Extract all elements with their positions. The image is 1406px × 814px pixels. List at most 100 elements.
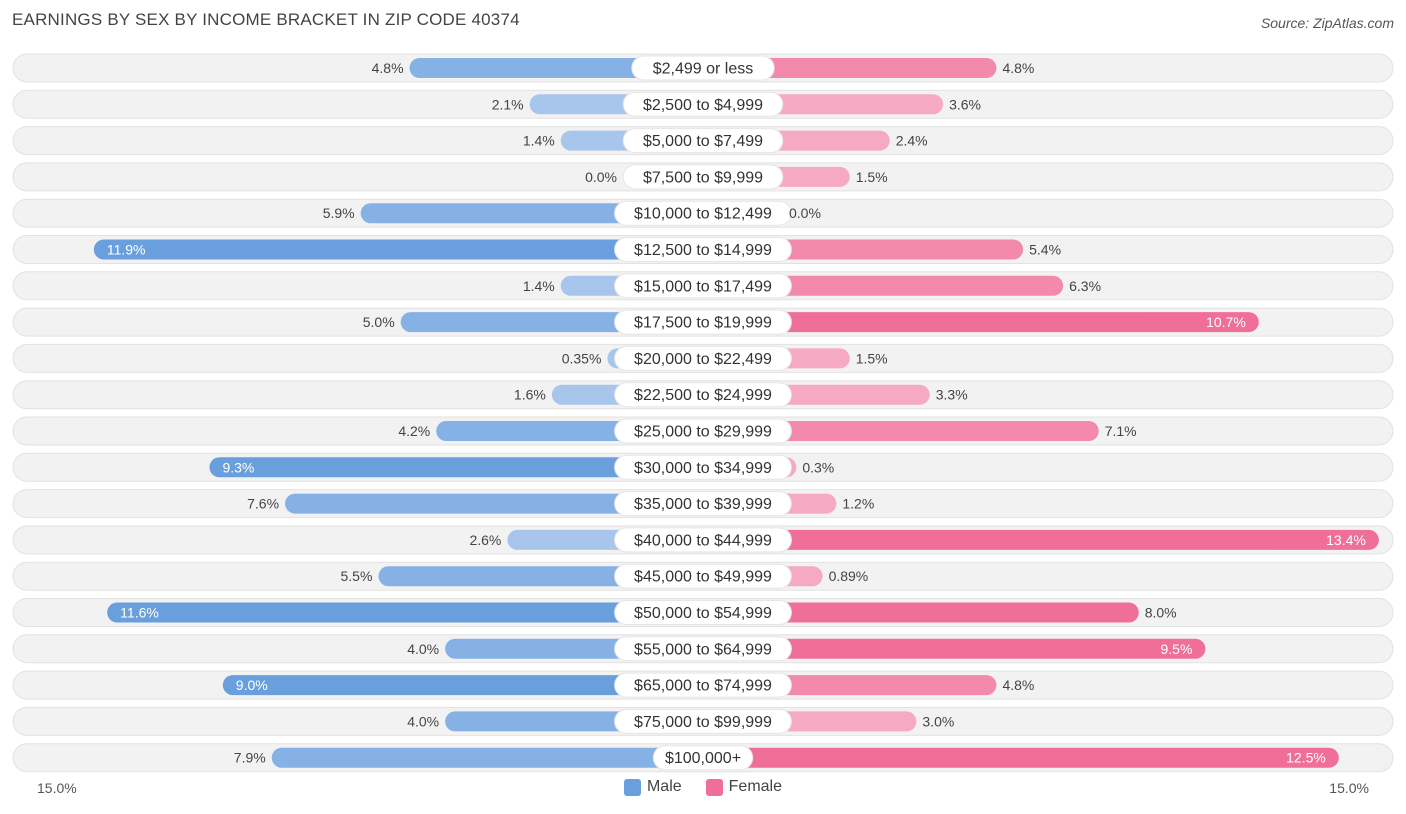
male-bar: [222, 675, 704, 696]
female-bar: [703, 275, 1064, 296]
category-label-pill: [614, 237, 792, 262]
female-value-label: 0.3%: [802, 459, 834, 475]
male-bar: [285, 493, 703, 514]
category-label-pill: [614, 600, 792, 625]
category-label: $22,500 to $24,999: [634, 387, 772, 404]
male-value-label: 4.8%: [372, 60, 404, 76]
male-bar: [93, 239, 703, 260]
female-value-label: 13.4%: [1326, 532, 1366, 548]
category-label-pill: [622, 164, 784, 190]
category-label: $10,000 to $12,499: [634, 206, 772, 223]
female-value-label: 4.8%: [1002, 677, 1034, 693]
legend-item-female[interactable]: Female: [705, 778, 783, 796]
female-value-label: 2.4%: [896, 133, 928, 149]
male-bar: [209, 457, 703, 478]
category-label-pill: [614, 636, 792, 662]
male-bar: [271, 747, 703, 768]
female-bar: [703, 602, 1139, 623]
category-label-pill: [614, 345, 792, 371]
male-value-label: 0.0%: [585, 169, 617, 185]
category-label-pill: [631, 55, 775, 81]
male-value-label: 2.6%: [469, 532, 501, 548]
female-value-label: 5.4%: [1029, 242, 1061, 258]
male-value-label: 1.4%: [523, 133, 555, 149]
category-label: $30,000 to $34,999: [634, 460, 772, 477]
category-label-pill: [652, 745, 754, 771]
female-bar: [703, 58, 997, 78]
female-value-label: 3.0%: [922, 713, 954, 729]
female-value-label: 0.0%: [789, 205, 821, 221]
male-value-label: 5.5%: [341, 568, 373, 584]
male-value-label: 5.0%: [363, 314, 395, 330]
category-label: $5,000 to $7,499: [643, 133, 763, 150]
male-value-label: 11.6%: [120, 605, 159, 621]
axis-left-label: 15.0%: [37, 780, 77, 796]
category-label: $45,000 to $49,999: [634, 569, 772, 586]
female-bar: [703, 421, 1099, 441]
female-value-label: 7.1%: [1105, 423, 1137, 439]
male-value-label: 1.4%: [523, 278, 555, 294]
female-value-label: 6.3%: [1069, 278, 1101, 294]
female-bar: [703, 312, 1259, 333]
female-value-label: 1.5%: [856, 350, 888, 366]
male-value-label: 7.6%: [247, 496, 279, 512]
female-value-label: 3.6%: [949, 96, 981, 112]
female-value-label: 9.5%: [1161, 641, 1193, 657]
category-label: $15,000 to $17,499: [634, 278, 772, 295]
male-value-label: 4.2%: [398, 423, 430, 439]
male-value-label: 7.9%: [234, 750, 266, 766]
male-bar: [107, 602, 704, 623]
category-label-pill: [614, 309, 792, 335]
female-value-label: 0.89%: [829, 568, 869, 584]
male-value-label: 0.35%: [562, 350, 602, 366]
legend-label-male: Male: [646, 778, 682, 795]
category-label: $50,000 to $54,999: [634, 605, 772, 622]
category-label-pill: [614, 563, 792, 589]
female-value-label: 12.5%: [1286, 750, 1326, 766]
male-value-label: 9.3%: [222, 459, 254, 475]
male-value-label: 2.1%: [492, 96, 524, 112]
source-credit: Source: ZipAtlas.com: [1260, 15, 1394, 31]
female-value-label: 1.2%: [842, 496, 874, 512]
category-label-pill: [614, 454, 792, 480]
legend-item-male[interactable]: Male: [623, 778, 682, 796]
axis-right-label: 15.0%: [1329, 780, 1369, 796]
male-value-label: 11.9%: [107, 242, 146, 258]
female-value-label: 8.0%: [1145, 605, 1177, 621]
category-label: $40,000 to $44,999: [634, 532, 772, 549]
female-value-label: 10.7%: [1206, 314, 1246, 330]
male-value-label: 1.6%: [514, 387, 546, 403]
legend-label-female: Female: [728, 778, 783, 795]
category-label-pill: [614, 418, 792, 444]
male-value-label: 5.9%: [323, 205, 355, 221]
category-label: $12,500 to $14,999: [634, 242, 772, 259]
female-value-label: 1.5%: [856, 169, 888, 185]
category-label-pill: [622, 128, 784, 154]
legend-swatch-male: [623, 778, 641, 796]
female-value-label: 4.8%: [1002, 60, 1034, 76]
category-label: $2,499 or less: [653, 61, 754, 78]
male-value-label: 4.0%: [407, 641, 439, 657]
category-label: $65,000 to $74,999: [634, 678, 772, 695]
category-label: $55,000 to $64,999: [634, 641, 772, 658]
category-label: $17,500 to $19,999: [634, 315, 772, 332]
category-label: $100,000+: [665, 750, 741, 767]
category-label-pill: [614, 382, 792, 408]
female-bar: [703, 747, 1339, 768]
female-bar: [703, 638, 1206, 659]
category-label-pill: [614, 708, 792, 734]
male-value-label: 4.0%: [407, 713, 439, 729]
category-label: $7,500 to $9,999: [643, 169, 763, 186]
category-label: $35,000 to $39,999: [634, 496, 772, 513]
category-label-pill: [614, 491, 792, 517]
chart-title: EARNINGS BY SEX BY INCOME BRACKET IN ZIP…: [12, 10, 520, 29]
category-label-pill: [614, 527, 792, 553]
female-bar: [703, 529, 1379, 550]
legend: Male Female: [0, 778, 1406, 796]
category-label: $75,000 to $99,999: [634, 714, 772, 731]
male-bar: [409, 58, 703, 78]
female-value-label: 3.3%: [936, 387, 968, 403]
category-label-pill: [614, 672, 792, 698]
category-label-pill: [614, 200, 792, 226]
